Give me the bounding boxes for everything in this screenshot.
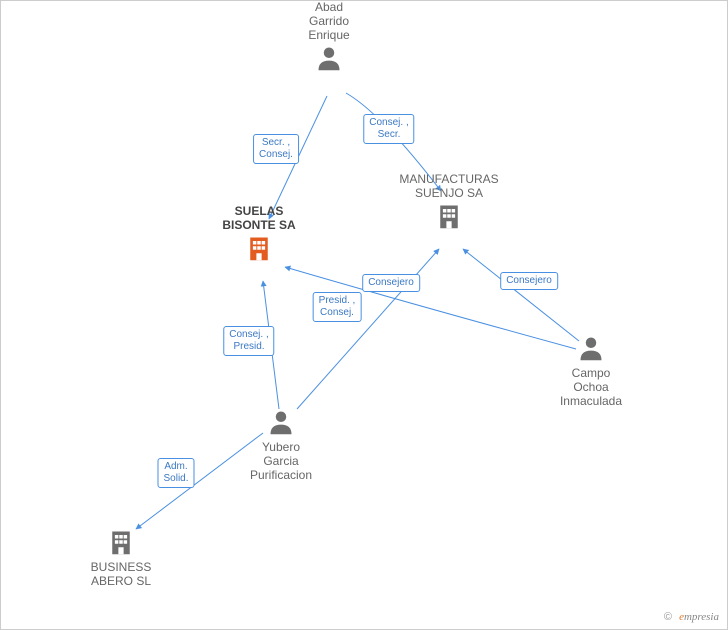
node-abero: BUSINESS ABERO SL (71, 526, 171, 588)
edge-path (463, 249, 579, 341)
edge-label: Consejero (500, 272, 558, 290)
building-icon (244, 234, 274, 264)
node-manuf: MANUFACTURAS SUENJO SA (399, 172, 499, 234)
node-suelas: SUELAS BISONTE SA (209, 204, 309, 266)
edge-label: Secr. , Consej. (253, 134, 299, 164)
watermark: © empresia (664, 611, 719, 623)
diagram-stage: Abad Garrido Enrique SUELAS BISONTE SA M… (0, 0, 728, 630)
node-abad: Abad Garrido Enrique (279, 0, 379, 76)
brand-rest: mpresia (684, 611, 719, 623)
node-label: Abad Garrido Enrique (279, 0, 379, 42)
node-label: BUSINESS ABERO SL (71, 560, 171, 588)
node-campo: Campo Ochoa Inmaculada (541, 332, 641, 408)
edge-label: Adm. Solid. (157, 458, 194, 488)
building-icon (106, 528, 136, 558)
node-label: SUELAS BISONTE SA (209, 204, 309, 232)
node-yubero: Yubero Garcia Purificacion (231, 406, 331, 482)
node-label: Campo Ochoa Inmaculada (541, 366, 641, 408)
building-icon (434, 202, 464, 232)
copyright-symbol: © (664, 611, 672, 623)
node-label: Yubero Garcia Purificacion (231, 440, 331, 482)
edge-label: Consejero (362, 274, 420, 292)
edge-label: Presid. , Consej. (313, 292, 362, 322)
person-icon (266, 408, 296, 438)
edge-label: Consej. , Secr. (363, 114, 414, 144)
person-icon (576, 334, 606, 364)
edge-path (297, 249, 439, 409)
edge-label: Consej. , Presid. (223, 326, 274, 356)
person-icon (314, 44, 344, 74)
node-label: MANUFACTURAS SUENJO SA (399, 172, 499, 200)
